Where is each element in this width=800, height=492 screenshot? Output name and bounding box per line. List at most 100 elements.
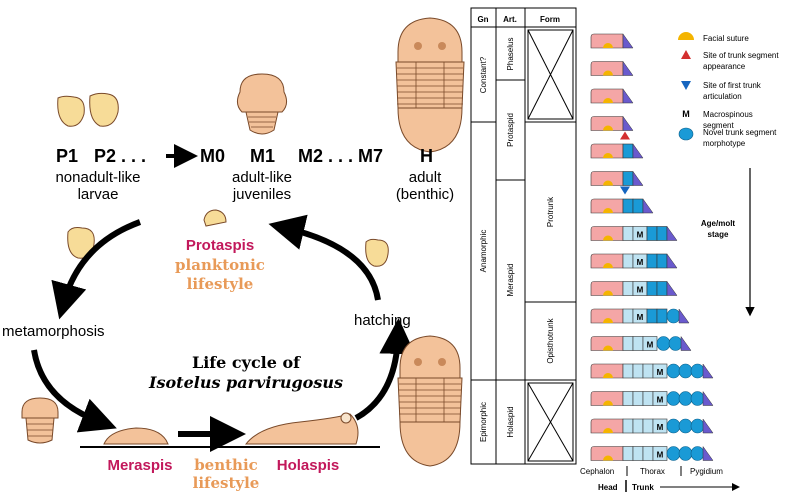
stage-m1: M1 <box>250 146 275 166</box>
legend-trunk-appear-2: appearance <box>703 62 746 71</box>
thorax-segment-light <box>622 363 634 379</box>
thorax-segment-light <box>622 281 634 296</box>
facial-suture-mark <box>603 318 613 323</box>
thorax-segment-blue <box>646 308 658 324</box>
segment-row <box>590 198 654 214</box>
cephalon-segment <box>590 253 624 269</box>
header-form: Form <box>540 15 560 24</box>
legend-novel-1: Novel trunk segment <box>703 128 777 137</box>
macrospinous-label: M <box>637 258 644 267</box>
hatching-label: hatching <box>354 312 411 329</box>
thorax-segment-light <box>642 446 654 461</box>
novel-segment-circle <box>678 391 693 406</box>
segment-row: M <box>590 390 714 406</box>
header-art: Art. <box>503 15 517 24</box>
novel-segment-circle <box>656 336 671 351</box>
pygidium-segment <box>666 280 678 296</box>
thorax-segment-blue <box>622 198 634 214</box>
pygidium-segment <box>632 143 644 159</box>
thorax-segment-light <box>632 363 644 379</box>
segment-row: M <box>590 225 678 241</box>
facial-suture-mark <box>603 153 613 158</box>
benthic-label-1: benthic <box>194 456 258 474</box>
pygidium-segment <box>678 308 690 324</box>
title-line-1: Life cycle of <box>192 353 301 372</box>
segment-row: M <box>590 445 714 461</box>
adult-label-2: (benthic) <box>396 186 454 203</box>
bottom-trunk: Trunk <box>632 483 654 492</box>
planktonic-label-2: lifestyle <box>187 275 254 293</box>
thorax-segment-light <box>642 363 654 379</box>
pygidium-segment <box>666 225 678 241</box>
facial-suture-mark <box>603 125 613 131</box>
segment-row: M <box>590 418 714 434</box>
cephalon-segment <box>590 33 624 49</box>
macrospinous-label: M <box>647 341 654 350</box>
pygidium-segment <box>632 170 644 186</box>
stage-p1: P1 <box>56 146 78 166</box>
segment-row: M <box>590 335 692 351</box>
thorax-segment-light <box>622 336 634 351</box>
art-meraspid: Meraspid <box>506 264 515 297</box>
thorax-segment-blue <box>622 143 634 159</box>
cephalon-segment <box>590 281 624 296</box>
first-articulation-marker <box>620 186 630 195</box>
form-opisthotrunk: Opisthotrunk <box>546 317 555 363</box>
red-triangle-icon <box>681 50 691 59</box>
thorax-segment-blue <box>646 281 658 296</box>
facial-suture-mark <box>603 290 613 296</box>
planktonic-label-1: planktonic <box>175 256 265 274</box>
thorax-segment-blue <box>632 198 644 214</box>
segment-row: M <box>590 363 714 379</box>
bottom-pygidium: Pygidium <box>690 467 723 476</box>
novel-segment-circle <box>666 446 681 461</box>
cephalon-segment <box>590 446 624 461</box>
pygidium-segment <box>702 445 714 461</box>
thorax-segment-light <box>622 418 634 434</box>
holaspis-label: Holaspis <box>277 457 340 474</box>
facial-suture-mark <box>603 235 613 241</box>
facial-suture-mark <box>603 180 613 186</box>
segment-row <box>590 60 634 76</box>
novel-segment-circle <box>668 336 683 351</box>
facial-suture-mark <box>603 208 613 213</box>
pygidium-segment <box>642 198 654 214</box>
cephalon-segment <box>590 391 624 406</box>
macrospinous-label: M <box>637 286 644 295</box>
segment-row <box>590 33 634 49</box>
novel-segment-circle <box>690 391 705 406</box>
meraspis-trilobite-icon <box>21 397 59 444</box>
facial-suture-mark <box>603 70 613 76</box>
larva-right-icon <box>365 238 389 267</box>
facial-suture-icon <box>678 32 694 40</box>
pygidium-segment <box>666 253 678 269</box>
juvenile-trilobite-icon <box>236 73 288 135</box>
art-protaspid: Protaspid <box>506 113 515 147</box>
juvenile-label-1: adult-like <box>232 169 292 186</box>
cephalon-segment <box>590 336 624 351</box>
legend-first-artic-2: articulation <box>703 92 742 101</box>
macrospinous-label: M <box>657 368 664 377</box>
cephalon-segment <box>590 363 624 379</box>
pygidium-segment <box>622 88 634 104</box>
macrospinous-label: M <box>657 396 664 405</box>
facial-suture-mark <box>603 263 613 268</box>
legend-trunk-appear-1: Site of trunk segment <box>703 51 779 60</box>
meraspis-side-icon <box>103 427 169 445</box>
pygidium-segment <box>702 418 714 434</box>
thorax-segment-blue <box>656 226 668 241</box>
cycle-arrow-left <box>51 219 142 320</box>
thorax-segment-blue <box>646 253 658 269</box>
facial-suture-mark <box>603 345 613 351</box>
benthic-label-2: lifestyle <box>193 474 260 492</box>
pygidium-segment <box>622 60 634 76</box>
cycle-arrow-bottom-right <box>354 318 416 421</box>
header-gn: Gn <box>477 15 488 24</box>
macrospinous-label: M <box>637 231 644 240</box>
pygidium-segment <box>702 363 714 379</box>
adult-trilobite-icon <box>395 17 465 153</box>
thorax-segment-light <box>622 253 634 269</box>
cephalon-segment <box>590 61 624 76</box>
thorax-segment-blue <box>656 281 668 296</box>
art-holaspid: Holaspid <box>506 406 515 437</box>
